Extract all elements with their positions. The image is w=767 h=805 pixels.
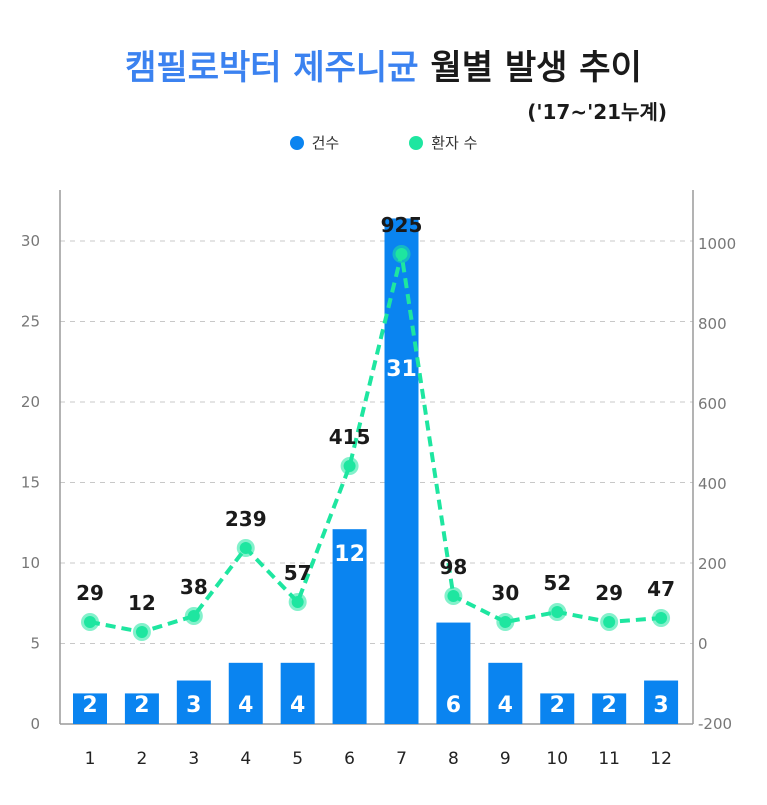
point	[551, 606, 564, 618]
legend-item-patients: 환자 수	[409, 132, 477, 153]
bar	[384, 218, 419, 724]
bar	[228, 662, 263, 724]
y-right-tick-label: 1000	[698, 235, 736, 253]
y-right-tick-label: 400	[698, 475, 727, 493]
x-tick-label: 9	[500, 749, 511, 769]
y-right-tick-label: 200	[698, 555, 727, 573]
y-left-tick-label: 25	[21, 313, 40, 331]
bar-value-label: 4	[498, 693, 513, 718]
y-left-tick-label: 20	[21, 393, 40, 411]
bar-value-label: 6	[446, 693, 461, 718]
point	[291, 596, 304, 608]
bar-value-label: 4	[238, 693, 253, 718]
point-value-label: 29	[595, 581, 623, 605]
chart-subtitle: ('17~'21누계)	[527, 100, 667, 124]
x-tick-label: 12	[650, 749, 672, 769]
x-tick-label: 3	[188, 749, 199, 769]
title-part1: 캠필로박터 제주니균	[125, 48, 419, 88]
point	[603, 616, 616, 628]
point-value-label: 239	[225, 507, 267, 531]
point-value-label: 30	[491, 581, 519, 605]
y-right-tick-label: 0	[698, 635, 708, 653]
legend-label-cases: 건수	[311, 134, 340, 152]
bar-value-label: 2	[550, 693, 565, 718]
x-tick-label: 5	[292, 749, 303, 769]
y-left-tick-label: 10	[21, 554, 40, 572]
y-right-tick-label: 800	[698, 315, 727, 333]
point	[187, 610, 200, 622]
x-tick-label: 7	[396, 749, 407, 769]
bar-value-label: 3	[653, 693, 668, 718]
y-left-tick-label: 30	[21, 232, 40, 250]
bar	[73, 693, 107, 724]
point-value-label: 38	[180, 575, 208, 599]
bar-value-label: 3	[186, 693, 201, 718]
point-value-label: 47	[647, 577, 675, 601]
legend-label-patients: 환자 수	[431, 134, 478, 152]
chart-title: 캠필로박터 제주니균 월별 발생 추이	[0, 40, 767, 89]
point	[447, 590, 460, 602]
point	[343, 460, 356, 472]
bar	[644, 680, 679, 724]
legend-swatch-cases	[289, 135, 304, 150]
y-left-tick-label: 15	[21, 474, 40, 492]
x-tick-label: 10	[546, 749, 568, 769]
x-tick-label: 11	[598, 749, 620, 769]
bar	[540, 693, 575, 724]
x-tick-label: 4	[240, 749, 251, 769]
bar	[332, 529, 367, 724]
point	[395, 248, 408, 260]
x-tick-label: 6	[344, 749, 355, 769]
y-left-tick-label: 5	[30, 635, 40, 653]
point	[655, 612, 668, 624]
bar-value-label: 2	[82, 693, 97, 718]
bar	[176, 680, 211, 724]
legend-item-cases: 건수	[289, 132, 340, 153]
point-value-label: 12	[128, 591, 156, 615]
point	[135, 626, 148, 638]
legend: 건수 환자 수	[0, 132, 767, 153]
point	[239, 542, 252, 554]
point-value-label: 29	[76, 581, 104, 605]
title-part2: 월별 발생 추이	[430, 48, 642, 88]
bar	[280, 662, 315, 724]
bar-value-label: 2	[134, 693, 149, 718]
bar	[488, 662, 523, 724]
point	[499, 616, 512, 628]
point-value-label: 57	[284, 561, 312, 585]
bar-value-label: 4	[290, 693, 305, 718]
x-tick-label: 2	[137, 749, 148, 769]
y-right-tick-label: -200	[698, 715, 732, 733]
x-tick-label: 8	[448, 749, 459, 769]
bar-value-label: 12	[334, 542, 365, 567]
bar	[436, 622, 471, 724]
bar	[592, 693, 627, 724]
y-right-tick-label: 600	[698, 395, 727, 413]
point-value-label: 925	[381, 213, 423, 237]
patients-line	[89, 253, 662, 635]
legend-swatch-patients	[409, 135, 424, 150]
x-tick-label: 1	[85, 749, 96, 769]
bar-value-label: 31	[386, 357, 417, 382]
y-left-tick-label: 0	[30, 715, 40, 733]
point	[84, 616, 96, 628]
bar	[124, 693, 159, 724]
bar-value-label: 2	[602, 693, 617, 718]
point-value-label: 98	[439, 555, 467, 579]
point-value-label: 415	[329, 425, 371, 449]
point-value-label: 52	[543, 571, 571, 595]
